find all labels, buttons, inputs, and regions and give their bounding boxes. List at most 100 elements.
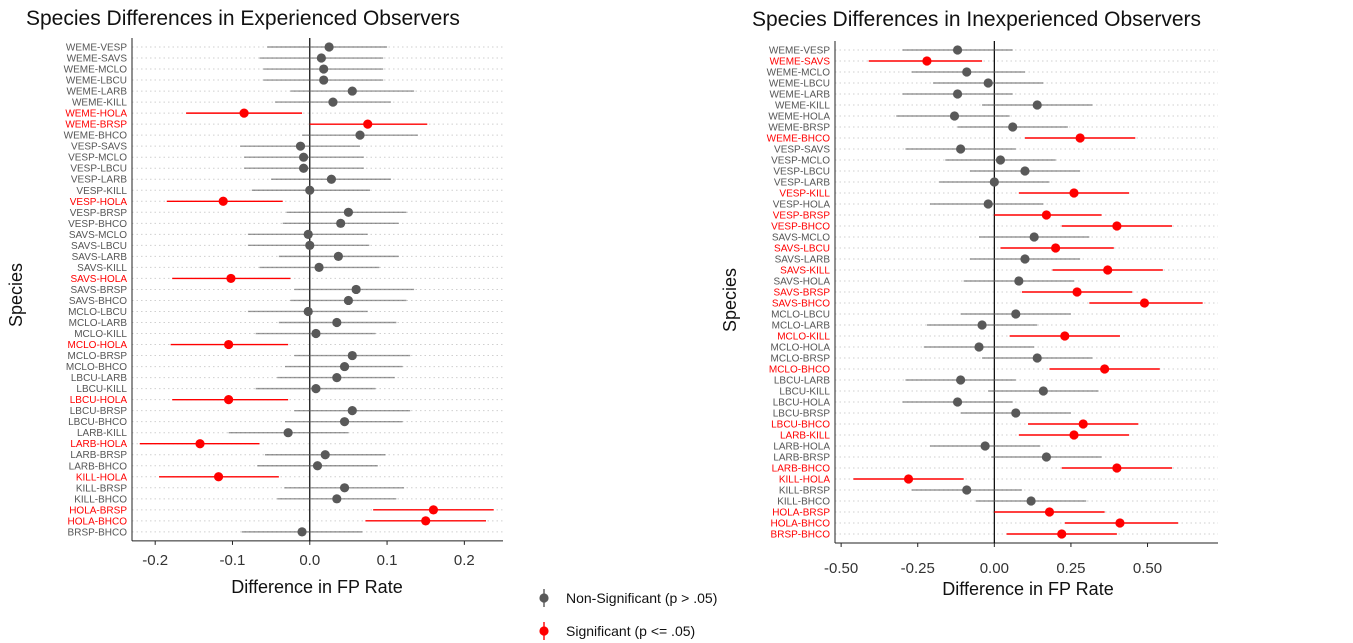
data-point (1038, 386, 1048, 396)
data-point (1011, 309, 1021, 319)
category-label: LBCU-KILL (76, 384, 127, 395)
data-point (949, 111, 960, 121)
category-label: WEME-SAVS (770, 57, 831, 68)
data-point (305, 185, 315, 195)
y-axis-title: Species (720, 268, 740, 332)
legend-label: Significant (p <= .05) (566, 623, 695, 639)
data-point (355, 130, 365, 140)
category-label: MCLO-BRSP (771, 354, 831, 365)
category-label: LARB-BHCO (772, 464, 831, 475)
x-tick-label: 0.1 (377, 552, 398, 569)
data-point (298, 163, 309, 173)
data-point (295, 141, 306, 151)
category-label: SAVS-LBCU (774, 244, 830, 255)
data-point (428, 505, 439, 515)
category-label: BRSP-BHCO (771, 530, 831, 541)
category-label: LARB-HOLA (773, 442, 830, 453)
category-label: WEME-BHCO (767, 134, 831, 145)
data-point (320, 450, 330, 460)
category-label: VESP-SAVS (71, 142, 127, 153)
data-point (328, 97, 338, 107)
category-label: LARB-BHCO (69, 461, 128, 472)
category-label: BRSP-BHCO (68, 527, 128, 538)
x-tick-label: 0.25 (1056, 560, 1085, 577)
category-label: VESP-MCLO (771, 156, 830, 167)
legend-key-point (539, 593, 549, 603)
category-label: HOLA-BRSP (69, 505, 127, 516)
category-label: VESP-LARB (71, 175, 127, 186)
category-label: LBCU-LARB (71, 373, 127, 384)
category-label: LARB-BRSP (773, 453, 830, 464)
data-point (224, 339, 234, 350)
data-point (239, 108, 249, 118)
category-label: SAVS-HOLA (774, 277, 831, 288)
category-label: VESP-SAVS (774, 145, 830, 156)
data-point (339, 361, 350, 372)
data-point (298, 152, 309, 162)
data-point (989, 177, 999, 187)
data-point (343, 295, 354, 306)
x-tick-label: -0.2 (142, 552, 168, 569)
category-label: WEME-SAVS (67, 54, 128, 65)
x-axis-title: Difference in FP Rate (942, 579, 1113, 599)
data-point (1041, 210, 1052, 220)
category-label: MCLO-LBCU (68, 307, 127, 318)
category-label: KILL-BRSP (779, 486, 830, 497)
category-label: HOLA-BHCO (68, 516, 128, 527)
y-axis-title: Species (6, 263, 26, 327)
category-label: MCLO-HOLA (771, 343, 831, 354)
data-point (1075, 133, 1085, 143)
category-label: VESP-LARB (774, 178, 830, 189)
category-label: WEME-LARB (769, 90, 830, 101)
category-label: SAVS-KILL (77, 263, 127, 274)
category-label: LBCU-BRSP (70, 406, 128, 417)
chart-panel-2: Species Differences in Inexperienced Obs… (720, 8, 1218, 599)
data-point (224, 395, 234, 405)
data-point (1020, 254, 1030, 264)
data-point (332, 373, 342, 383)
data-point (1051, 243, 1061, 253)
data-point (316, 53, 326, 63)
data-point (339, 483, 350, 493)
data-point (332, 317, 342, 328)
category-label: WEME-KILL (72, 98, 127, 109)
category-label: WEME-BRSP (768, 123, 830, 134)
category-label: WEME-LARB (66, 87, 127, 98)
category-label: VESP-KILL (76, 186, 127, 197)
data-point (1115, 518, 1125, 528)
data-point (980, 441, 990, 451)
data-point (956, 375, 966, 385)
x-tick-label: -0.25 (901, 560, 935, 577)
data-point (324, 42, 334, 52)
category-label: WEME-LBCU (769, 79, 830, 90)
category-label: LARB-KILL (77, 428, 127, 439)
category-label: SAVS-KILL (780, 266, 830, 277)
category-label: WEME-BRSP (65, 120, 127, 131)
data-point (1112, 221, 1122, 231)
category-label: WEME-HOLA (65, 109, 127, 120)
data-point (1029, 232, 1039, 242)
x-tick-label: 0.2 (454, 552, 475, 569)
data-point (1044, 507, 1055, 517)
data-point (1078, 419, 1088, 429)
category-label: WEME-MCLO (64, 65, 128, 76)
data-point (312, 461, 323, 471)
data-point (1103, 265, 1113, 275)
data-point (922, 56, 932, 66)
category-label: WEME-VESP (769, 46, 830, 57)
data-point (347, 406, 357, 416)
category-label: SAVS-LARB (775, 255, 831, 266)
category-label: LARB-BRSP (70, 450, 127, 461)
data-point (303, 229, 313, 239)
category-label: WEME-KILL (775, 101, 830, 112)
category-label: VESP-BHCO (771, 222, 830, 233)
data-point (326, 174, 337, 184)
data-point (1060, 331, 1070, 341)
category-label: KILL-HOLA (779, 475, 830, 486)
data-point (333, 251, 343, 261)
data-point (351, 284, 361, 295)
data-point (283, 428, 293, 438)
data-point (1014, 276, 1024, 286)
data-point (962, 485, 972, 495)
data-point (995, 155, 1006, 165)
